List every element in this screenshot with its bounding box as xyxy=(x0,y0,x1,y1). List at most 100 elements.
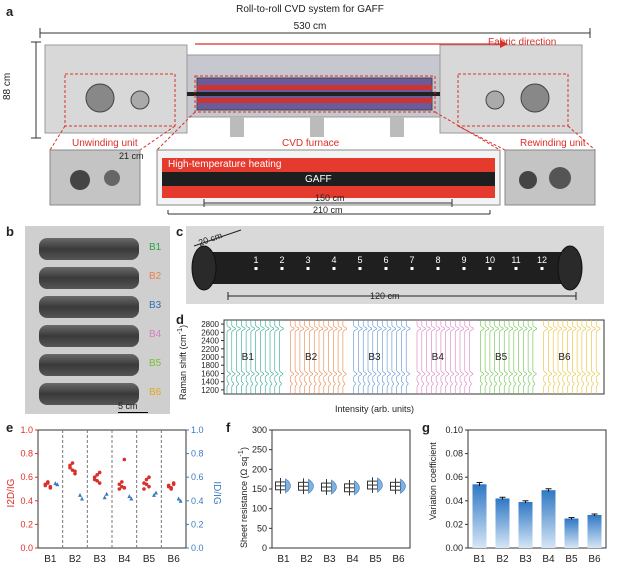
e-point-i2d xyxy=(142,487,146,491)
f-xtick-label: B6 xyxy=(392,554,405,565)
f-violin xyxy=(377,477,383,493)
raman-spectrum xyxy=(562,319,567,394)
g-xtick-label: B2 xyxy=(496,554,509,565)
e-point-id xyxy=(127,494,132,499)
e-point-id xyxy=(178,498,183,503)
e-right-tick-label: 0.0 xyxy=(191,543,204,553)
point-marker-1 xyxy=(254,267,258,270)
raman-spectrum xyxy=(440,319,445,394)
e-point-id xyxy=(53,481,58,486)
raman-spectrum xyxy=(328,319,333,394)
e-xtick-label: B2 xyxy=(69,554,82,565)
fabric-direction-label: Fabric direction xyxy=(488,37,557,48)
raman-spectrum xyxy=(241,319,246,394)
g-ytick-label: 0.10 xyxy=(445,425,463,435)
dim-530: 530 cm xyxy=(293,21,327,32)
raman-spectrum xyxy=(576,319,582,394)
roll-b3 xyxy=(39,296,139,318)
e-point-i2d xyxy=(169,486,173,490)
g-bar-b5 xyxy=(564,518,579,548)
g-bar-b1 xyxy=(472,484,487,548)
panel-c-photo: 1 2 3 4 5 6 7 8 9 10 11 12 xyxy=(186,226,604,304)
dim-88: 88 cm xyxy=(2,72,13,100)
raman-spectrum xyxy=(260,319,265,394)
panel-f-label: f xyxy=(226,420,231,435)
roll-b2 xyxy=(39,267,139,289)
scale-label: 5 cm xyxy=(118,401,138,411)
raman-xlabel: Intensity (arb. units) xyxy=(335,404,415,414)
raman-ytick-label: 1400 xyxy=(201,378,219,387)
raman-spectrum xyxy=(353,319,358,394)
f-violin xyxy=(354,480,360,496)
e-point-i2d xyxy=(117,487,122,491)
point-label-1: 1 xyxy=(253,255,258,265)
raman-spectrum xyxy=(304,319,309,394)
raman-spectrum xyxy=(532,319,537,394)
g-bar-b2 xyxy=(495,498,510,548)
e-left-tick-label: 0.2 xyxy=(20,519,33,529)
f-violin xyxy=(400,478,406,494)
f-ytick-label: 100 xyxy=(252,504,267,514)
point-marker-8 xyxy=(436,267,440,270)
raman-spectrum xyxy=(299,319,304,394)
variation-chart: 0.10 0.08 0.06 0.04 0.02 0.00 B1 B2 B3 B4 B5 B6 xyxy=(445,425,607,565)
e-right-tick-label: 0.2 xyxy=(191,519,204,529)
raman-ytick-label: 2600 xyxy=(201,328,219,337)
f-xtick-label: B4 xyxy=(346,554,359,565)
e-point-i2d xyxy=(171,482,176,487)
point-marker-11 xyxy=(514,267,518,270)
raman-spectrum xyxy=(377,319,382,394)
raman-spectrum xyxy=(548,319,553,394)
point-marker-7 xyxy=(410,267,414,270)
raman-spectrum xyxy=(342,319,347,394)
e-point-i2d xyxy=(46,480,50,484)
e-point-i2d xyxy=(43,482,48,487)
panel-b-label: b xyxy=(6,224,14,239)
f-ytick-label: 0 xyxy=(262,543,267,553)
e-point-i2d xyxy=(48,486,53,490)
panel-a-label: a xyxy=(6,4,14,19)
e-point-i2d xyxy=(147,484,151,489)
raman-spectrum xyxy=(450,319,455,394)
heating-label: High-temperature heating xyxy=(168,159,282,170)
f-ytick-label: 200 xyxy=(252,464,267,474)
g-bar-b4 xyxy=(541,490,556,548)
raman-spectrum xyxy=(318,320,324,394)
e-point-i2d xyxy=(144,482,149,487)
f-violin xyxy=(331,479,337,495)
e-point-id xyxy=(129,496,134,501)
g-ytick-label: 0.02 xyxy=(445,519,463,529)
e-left-tick-label: 0.8 xyxy=(20,449,33,459)
point-label-2: 2 xyxy=(279,255,284,265)
panel-d-label: d xyxy=(176,312,184,327)
raman-spectrum xyxy=(313,319,319,394)
panel-e-label: e xyxy=(6,420,14,435)
raman-spectrum xyxy=(416,320,422,394)
raman-spectrum xyxy=(552,319,558,394)
e-right-tick-label: 0.6 xyxy=(191,472,204,482)
f-violin xyxy=(308,478,314,494)
raman-spectrum xyxy=(255,319,260,394)
raman-frame xyxy=(223,319,605,395)
e-point-i2d xyxy=(68,463,72,468)
g-frame xyxy=(467,429,607,549)
roll-label-b4: B4 xyxy=(149,329,162,340)
raman-spectrum xyxy=(382,319,387,394)
raman-spectrum xyxy=(445,319,450,394)
raman-spectrum xyxy=(595,319,601,394)
roll-label-b2: B2 xyxy=(149,271,162,282)
raman-spectrum xyxy=(518,319,523,394)
e-point-id xyxy=(55,482,60,487)
raman-spectrum xyxy=(231,319,236,394)
roll-b6 xyxy=(39,383,139,405)
point-marker-5 xyxy=(358,267,362,270)
raman-spectrum xyxy=(309,319,314,394)
e-right-tick-label: 0.8 xyxy=(191,449,204,459)
e-point-i2d xyxy=(122,486,127,490)
e-left-tick-label: 0.0 xyxy=(20,543,33,553)
g-ytick-label: 0.06 xyxy=(445,472,463,482)
f-xtick-label: B3 xyxy=(323,554,336,565)
e-xtick-label: B1 xyxy=(44,554,57,565)
raman-ytick-label: 2800 xyxy=(201,320,219,329)
raman-spectrum xyxy=(358,319,363,394)
